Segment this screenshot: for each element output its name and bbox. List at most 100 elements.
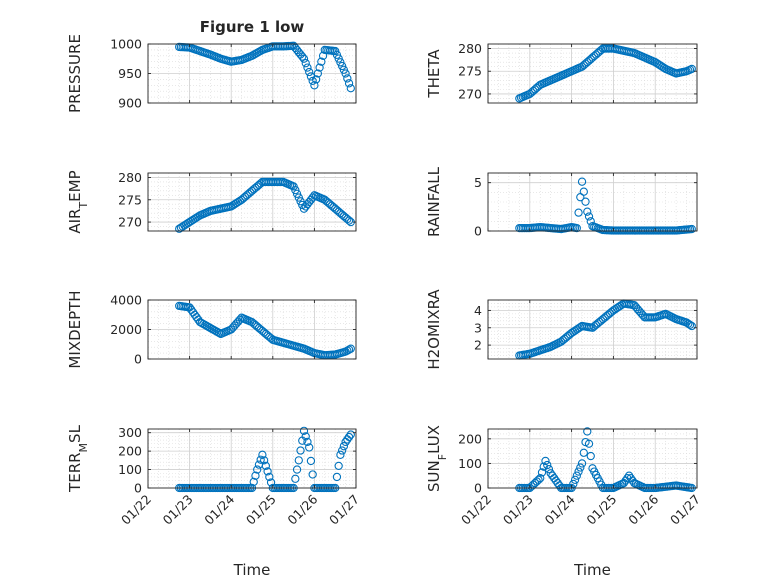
panel-7-marker [292, 465, 302, 474]
panel-8-axes-box [487, 428, 698, 489]
panel-4-marker [687, 224, 696, 234]
panel-1-series [175, 41, 355, 93]
panel-1-marker [301, 59, 310, 68]
panel-8-y-tick-label: 0 [474, 481, 482, 496]
panel-8-marker [534, 475, 543, 484]
panel-7-xlabel: Time [233, 561, 271, 579]
panel-4-marker [584, 212, 594, 221]
panel-1-ylabel: PRESSURE [66, 34, 84, 113]
panel-7-x-tick-label: 01/25 [243, 492, 279, 528]
panel-8-y-tick-label: 200 [458, 431, 482, 446]
panel-2-axes-box [487, 43, 698, 104]
panel-8-marker [577, 459, 587, 468]
panel-2-marker [687, 64, 696, 74]
panel-1-marker [305, 67, 314, 77]
panel-7-marker [263, 467, 272, 476]
panel-4-y-tick-label: 0 [474, 224, 482, 239]
panel-7-x-tick-label: 01/23 [160, 492, 196, 528]
panel-1-marker [334, 54, 343, 63]
panel-1-marker [337, 61, 347, 71]
panel-8-x-tick-label: 01/24 [542, 491, 578, 527]
panel-1-marker [332, 50, 342, 59]
panel-7-marker [249, 477, 258, 487]
panel-7-marker [251, 471, 260, 480]
panel-1-marker [311, 75, 321, 84]
panel-8-ylabel: SUNFLUX [425, 425, 449, 492]
panel-1-y-tick-label: 950 [118, 66, 142, 81]
panel-8-marker [544, 465, 554, 474]
panel-7-marker [291, 474, 300, 483]
panel-3-series [175, 177, 355, 233]
panel-6-marker [685, 320, 695, 330]
panel-1-marker [339, 65, 349, 74]
panel-4-marker [579, 187, 588, 196]
panel-7-marker [305, 443, 314, 452]
panel-1-marker [303, 63, 312, 72]
panel-8-x-tick-label: 01/26 [625, 491, 661, 527]
panel-7-x-tick-label: 01/24 [201, 491, 237, 527]
panel-8-marker [579, 448, 588, 457]
panel-4-y-tick-label: 5 [474, 175, 482, 190]
panel-7-marker [265, 472, 274, 482]
panel-5-y-tick-label: 2000 [110, 322, 142, 337]
panel-8-x-tick-label: 01/27 [667, 492, 703, 528]
panel-8-x-tick-label: 01/25 [583, 492, 619, 528]
panel-8-marker [576, 463, 585, 472]
panel-7-x-tick-label: 01/26 [284, 491, 320, 527]
panel-5-ylabel: MIXDEPTH [66, 290, 84, 368]
panel-2-y-tick-label: 280 [458, 41, 482, 56]
panel-7-x-tick-label: 01/27 [326, 492, 362, 528]
panel-8-x-tick-label: 01/22 [458, 492, 494, 528]
panel-7-y-tick-label: 200 [118, 444, 142, 459]
panel-8-marker [569, 479, 578, 489]
panel-1-marker [310, 81, 319, 90]
panel-1-marker [341, 69, 350, 78]
panel-3-marker [291, 185, 300, 195]
panel-3-y-tick-label: 275 [118, 192, 142, 207]
panel-1-marker [299, 54, 309, 63]
panel-8-y-tick-label: 100 [458, 456, 482, 471]
panel-7-marker [256, 455, 265, 464]
panel-7-marker [346, 430, 355, 439]
panel-7-marker [253, 465, 262, 474]
panel-3-y-tick-label: 270 [118, 215, 142, 230]
panel-8-marker [586, 451, 595, 461]
panel-7-marker [296, 446, 305, 455]
panel-7-marker [339, 442, 349, 451]
panel-4-marker [577, 177, 587, 186]
panel-1-marker [331, 46, 340, 56]
panel-8-marker [572, 471, 581, 480]
panel-8-marker [541, 456, 550, 466]
panel-7-marker [301, 432, 310, 441]
panel-1-marker [298, 52, 307, 61]
panel-1-marker [344, 79, 354, 88]
panel-3-y-tick-label: 280 [118, 170, 142, 185]
panel-8-xlabel: Time [573, 561, 611, 579]
panel-3-marker [296, 197, 305, 206]
panel-6-y-tick-label: 3 [474, 320, 482, 335]
panel-5-y-tick-label: 0 [134, 352, 142, 367]
panel-1-marker [343, 74, 352, 83]
panel-3-marker [292, 189, 302, 198]
panel-5-y-tick-label: 4000 [110, 293, 142, 308]
panel-7-axes-box [147, 428, 357, 489]
panel-5-series [175, 301, 355, 360]
panel-2-y-tick-label: 275 [458, 64, 482, 79]
panel-8-marker [574, 467, 583, 476]
panel-6-marker [687, 321, 696, 331]
panel-7-marker [337, 446, 347, 455]
panel-7-marker [259, 456, 269, 465]
panel-8-x-tick-label: 01/23 [500, 492, 536, 528]
panel-4-marker [583, 207, 592, 216]
panel-7-marker [334, 461, 343, 471]
panel-8-marker [583, 427, 592, 436]
panel-2-y-tick-label: 270 [458, 86, 482, 101]
panel-4-marker [581, 197, 590, 206]
panel-7-marker [299, 426, 309, 435]
panel-3-marker [289, 182, 298, 191]
panel-4-marker [572, 223, 581, 233]
panel-4-axes-box [487, 172, 698, 232]
panel-8-marker [536, 474, 545, 483]
panel-7-marker [344, 432, 354, 442]
